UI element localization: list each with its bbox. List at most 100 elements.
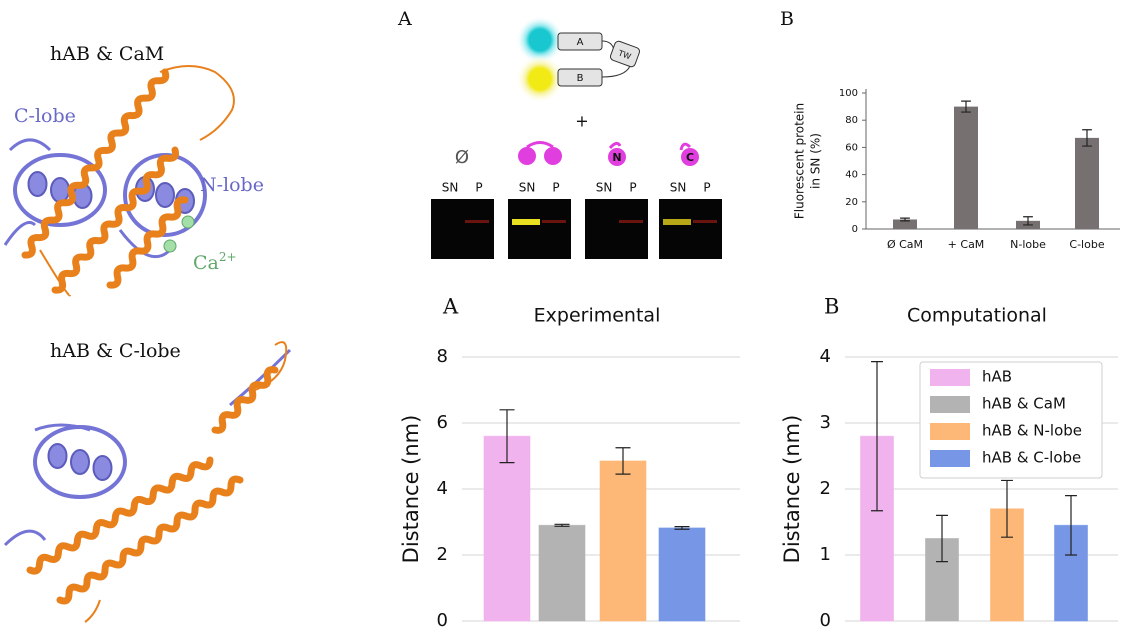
cyan-protein	[516, 16, 564, 64]
error-bar	[936, 514, 948, 563]
lane-label: P	[475, 181, 482, 195]
calcium-ion	[163, 239, 177, 253]
legend-swatch	[930, 423, 970, 440]
gel-band	[512, 219, 540, 225]
cam-icon	[518, 141, 562, 165]
y-tick-label: 80	[845, 115, 858, 126]
y-tick-label: 40	[845, 170, 858, 181]
panel-letter: B	[824, 295, 839, 319]
structure-label: hAB & CaM	[50, 43, 164, 65]
x-tick-label: + CaM	[948, 238, 985, 251]
legend-swatch	[930, 396, 970, 413]
y-tick-label: 3	[820, 412, 831, 433]
x-tick-label: C-lobe	[1069, 238, 1104, 251]
helix	[211, 366, 279, 434]
yellow-protein	[516, 55, 564, 103]
linker	[526, 141, 554, 149]
bar	[538, 524, 586, 622]
error-bar	[900, 217, 910, 222]
n-icon-label: N	[612, 151, 621, 164]
error-bar	[1082, 129, 1092, 147]
error-bar	[615, 447, 631, 475]
legend-swatch	[930, 450, 970, 467]
y-tick-label: 0	[820, 610, 831, 631]
bar	[599, 460, 647, 622]
bar	[1075, 137, 1099, 229]
gel-band	[619, 220, 643, 223]
lobe-helix	[50, 177, 70, 203]
y-tick-label: 20	[845, 197, 858, 208]
y-tick-label: 1	[820, 544, 831, 565]
gel-band	[465, 220, 489, 223]
y-axis-label: Distance (nm)	[780, 415, 804, 564]
helix	[51, 146, 180, 294]
y-tick-label: 60	[845, 142, 858, 153]
panel-letter: A	[442, 295, 459, 319]
gel	[585, 199, 648, 259]
gels: SN P SN P SN P SN P	[431, 181, 722, 259]
lobe	[518, 147, 536, 165]
helix	[56, 475, 244, 605]
error-bar	[499, 409, 515, 464]
legend-swatch	[930, 369, 970, 386]
helix	[21, 68, 170, 259]
linker-label: TW	[616, 48, 632, 61]
x-tick-label: Ø CaM	[887, 238, 923, 251]
bar	[483, 435, 531, 622]
error-bar	[1023, 216, 1033, 226]
c-lobe-label: C-lobe	[14, 105, 76, 127]
gel-band	[542, 220, 566, 223]
protein-structures	[3, 65, 292, 623]
lobe-helix	[92, 455, 113, 481]
chart-title: Computational	[907, 305, 1047, 327]
y-tick-label: 4	[820, 346, 831, 367]
calcium-ion	[181, 215, 195, 229]
legend-label: hAB & C-lobe	[982, 449, 1081, 467]
tw-box	[609, 40, 641, 68]
bar	[954, 106, 978, 229]
gel	[659, 199, 722, 259]
lane-label: SN	[670, 181, 687, 195]
lobe-helix	[155, 182, 175, 208]
error-bar	[554, 523, 570, 527]
error-bar	[1001, 479, 1013, 538]
lobe-helix	[47, 443, 68, 469]
gel	[508, 199, 571, 259]
chart-title: Experimental	[534, 305, 661, 327]
legend-box	[919, 361, 1103, 479]
tail	[608, 141, 622, 150]
error-bar	[674, 526, 690, 530]
y-tick-label: 0	[437, 610, 448, 631]
gel-band	[663, 219, 691, 225]
lane-label: P	[552, 181, 559, 195]
y-axis-label: Fluorescent protein	[793, 103, 807, 219]
loop	[3, 348, 292, 547]
y-tick-label: 4	[437, 478, 448, 499]
lobe	[544, 147, 562, 165]
calcium-charge: 2+	[219, 250, 237, 264]
legend-label: hAB & CaM	[982, 395, 1066, 413]
error-bar	[1065, 495, 1077, 556]
domain-label: B	[577, 73, 584, 84]
gel	[431, 199, 494, 259]
lane-label: SN	[442, 181, 459, 195]
helix	[26, 456, 214, 575]
y-axis-label: in SN (%)	[809, 133, 823, 189]
lane-label: SN	[596, 181, 613, 195]
x-tick-label: N-lobe	[1010, 238, 1046, 251]
bar	[658, 527, 706, 622]
lane-label: P	[703, 181, 710, 195]
calcium-text: Ca	[193, 252, 219, 274]
n-lobe-label: N-lobe	[200, 174, 264, 196]
lobe-helix	[27, 171, 48, 197]
legend-label: hAB & N-lobe	[982, 422, 1082, 440]
lobe-helix	[70, 449, 90, 475]
y-tick-label: 8	[437, 346, 448, 367]
calcium-label: Ca2+	[193, 250, 237, 275]
empty-icon: Ø	[455, 147, 469, 168]
c-lobe-icon	[681, 148, 699, 166]
y-tick-label: 2	[820, 478, 831, 499]
y-tick-label: 100	[839, 88, 858, 99]
